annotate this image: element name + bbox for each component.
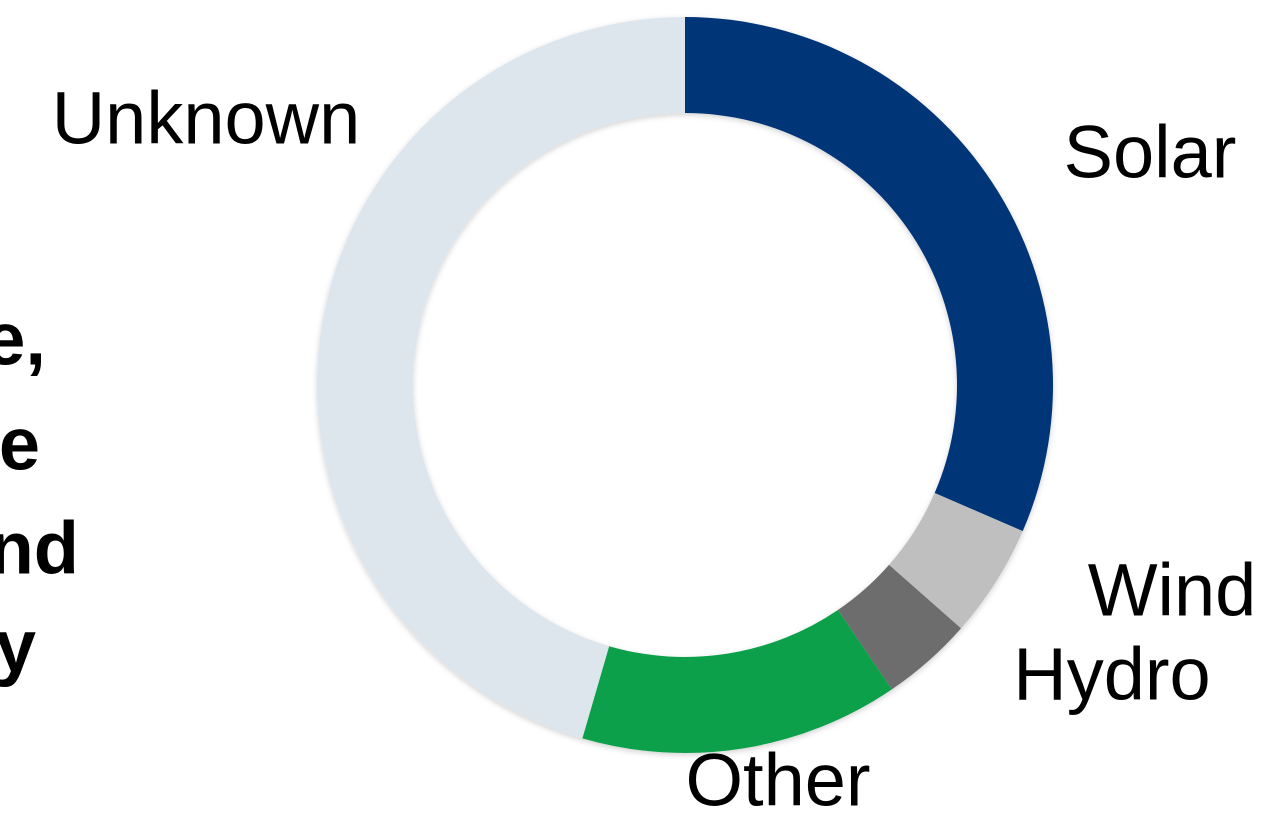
side-text: e, [0,298,46,381]
donut-slice [889,493,1023,629]
slice-label: Hydro [1013,633,1210,716]
side-text: e [0,403,40,486]
slice-label: Unknown [52,77,361,160]
side-text: y [0,605,36,688]
side-text: nd [0,507,79,590]
donut-slice [317,17,685,739]
slice-label: Other [685,739,870,813]
donut [317,17,1053,753]
donut-slice [685,17,1053,532]
slice-label: Solar [1064,111,1237,194]
donut-slice [582,609,892,753]
donut-slice [837,564,962,690]
slice-label: Wind [1088,549,1257,632]
